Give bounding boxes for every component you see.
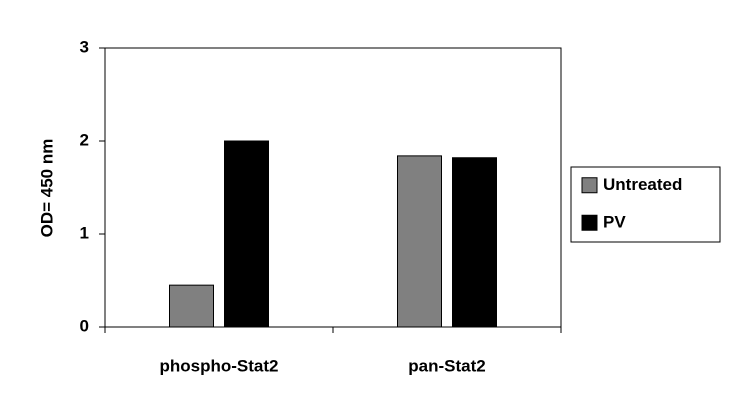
bar bbox=[397, 155, 442, 328]
y-tick-label: 2 bbox=[80, 130, 89, 149]
y-tick-label: 3 bbox=[80, 37, 89, 56]
bar bbox=[452, 157, 497, 328]
x-tick-label: pan-Stat2 bbox=[408, 356, 485, 375]
y-tick-label: 1 bbox=[80, 223, 89, 242]
legend-swatch bbox=[581, 214, 598, 231]
x-tick-label: phospho-Stat2 bbox=[160, 356, 279, 375]
bar bbox=[169, 284, 214, 328]
legend-swatch bbox=[581, 177, 598, 194]
y-axis-label: OD= 450 nm bbox=[37, 139, 56, 238]
legend-label: Untreated bbox=[603, 175, 682, 194]
y-tick-label: 0 bbox=[80, 316, 89, 335]
legend-label: PV bbox=[603, 213, 626, 232]
bar bbox=[224, 140, 269, 328]
